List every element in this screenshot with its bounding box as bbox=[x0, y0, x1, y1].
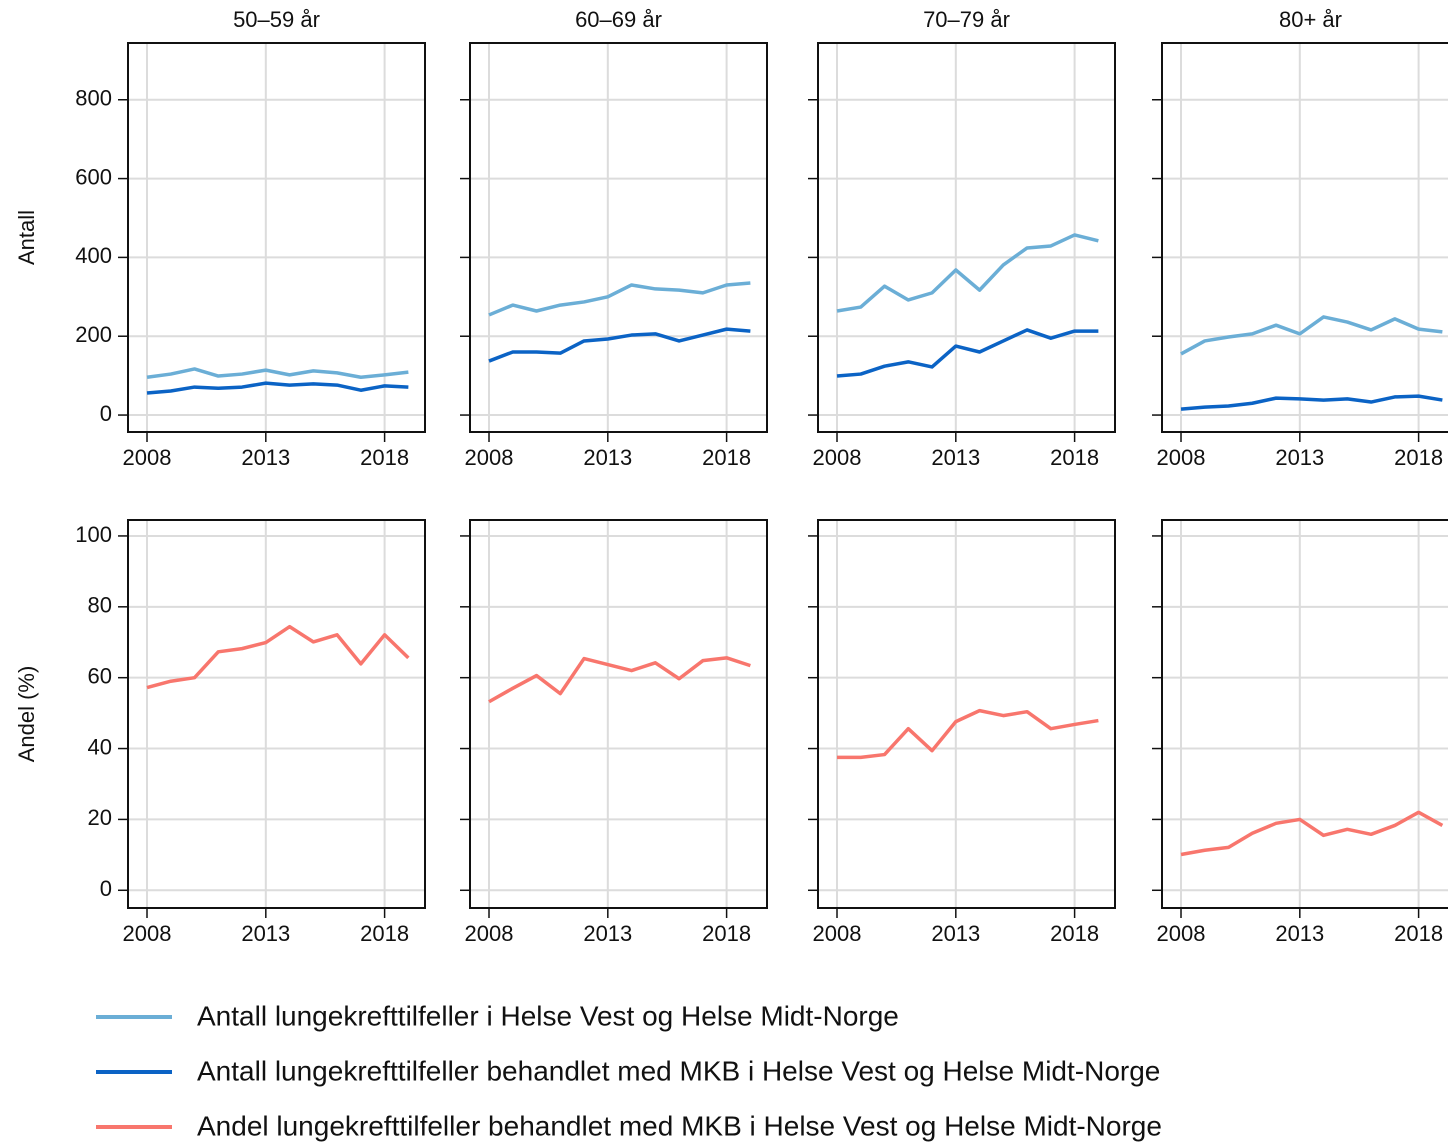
x-tick-label: 2013 bbox=[241, 921, 290, 946]
plot-frame bbox=[469, 42, 768, 433]
y-tick-label: 80 bbox=[88, 593, 112, 618]
y-tick-label: 100 bbox=[75, 522, 112, 547]
x-tick-label: 2018 bbox=[1394, 921, 1443, 946]
plot-frame bbox=[1161, 42, 1448, 433]
x-tick-label: 2008 bbox=[465, 445, 514, 470]
legend-label: Antall lungekrefttilfeller i Helse Vest … bbox=[197, 1000, 899, 1031]
x-tick-label: 2013 bbox=[1275, 921, 1324, 946]
series-line bbox=[837, 708, 1099, 760]
plot-frame bbox=[469, 519, 768, 909]
x-tick-label: 2013 bbox=[583, 445, 632, 470]
x-tick-label: 2018 bbox=[1050, 445, 1099, 470]
series-line bbox=[836, 328, 1099, 378]
x-tick-label: 2008 bbox=[123, 445, 172, 470]
legend-label: Andel lungekrefttilfeller behandlet med … bbox=[197, 1110, 1162, 1141]
plot-frame bbox=[127, 519, 426, 909]
x-tick-label: 2008 bbox=[1157, 445, 1206, 470]
legend-label: Antall lungekrefttilfeller behandlet med… bbox=[197, 1055, 1160, 1086]
y-tick-label: 40 bbox=[88, 734, 112, 759]
x-tick-label: 2013 bbox=[583, 921, 632, 946]
panel-title: 80+ år bbox=[1279, 7, 1342, 32]
y-axis-label: Andel (%) bbox=[14, 666, 39, 763]
panel-title: 50–59 år bbox=[233, 7, 320, 32]
y-tick-label: 600 bbox=[75, 164, 112, 189]
x-tick-label: 2018 bbox=[702, 445, 751, 470]
x-tick-label: 2018 bbox=[360, 445, 409, 470]
y-tick-label: 400 bbox=[75, 243, 112, 268]
y-tick-label: 20 bbox=[88, 805, 112, 830]
x-tick-label: 2018 bbox=[702, 921, 751, 946]
x-tick-label: 2008 bbox=[123, 921, 172, 946]
panel-title: 70–79 år bbox=[923, 7, 1010, 32]
y-tick-label: 800 bbox=[75, 86, 112, 111]
series-line bbox=[146, 381, 409, 395]
x-tick-label: 2013 bbox=[241, 445, 290, 470]
x-tick-label: 2018 bbox=[1050, 921, 1099, 946]
y-tick-label: 60 bbox=[88, 663, 112, 688]
series-line bbox=[146, 624, 410, 690]
series-line bbox=[488, 281, 751, 317]
y-tick-label: 200 bbox=[75, 322, 112, 347]
plot-frame bbox=[817, 519, 1116, 909]
x-tick-label: 2018 bbox=[360, 921, 409, 946]
plot-frame bbox=[127, 42, 426, 433]
x-tick-label: 2008 bbox=[465, 921, 514, 946]
y-tick-label: 0 bbox=[100, 401, 112, 426]
series-line bbox=[488, 656, 751, 704]
x-tick-label: 2013 bbox=[931, 445, 980, 470]
series-line bbox=[488, 327, 751, 363]
panel-title: 60–69 år bbox=[575, 7, 662, 32]
x-tick-label: 2013 bbox=[931, 921, 980, 946]
y-tick-label: 0 bbox=[100, 876, 112, 901]
series-line bbox=[1180, 315, 1443, 356]
series-line bbox=[1180, 394, 1443, 411]
x-tick-label: 2008 bbox=[813, 921, 862, 946]
x-tick-label: 2013 bbox=[1275, 445, 1324, 470]
series-line bbox=[146, 367, 409, 379]
x-tick-label: 2008 bbox=[813, 445, 862, 470]
plot-frame bbox=[817, 42, 1116, 433]
series-line bbox=[836, 233, 1099, 313]
x-tick-label: 2008 bbox=[1157, 921, 1206, 946]
x-tick-label: 2018 bbox=[1394, 445, 1443, 470]
y-axis-label: Antall bbox=[14, 210, 39, 265]
series-line bbox=[1180, 810, 1444, 857]
plot-frame bbox=[1161, 519, 1448, 909]
